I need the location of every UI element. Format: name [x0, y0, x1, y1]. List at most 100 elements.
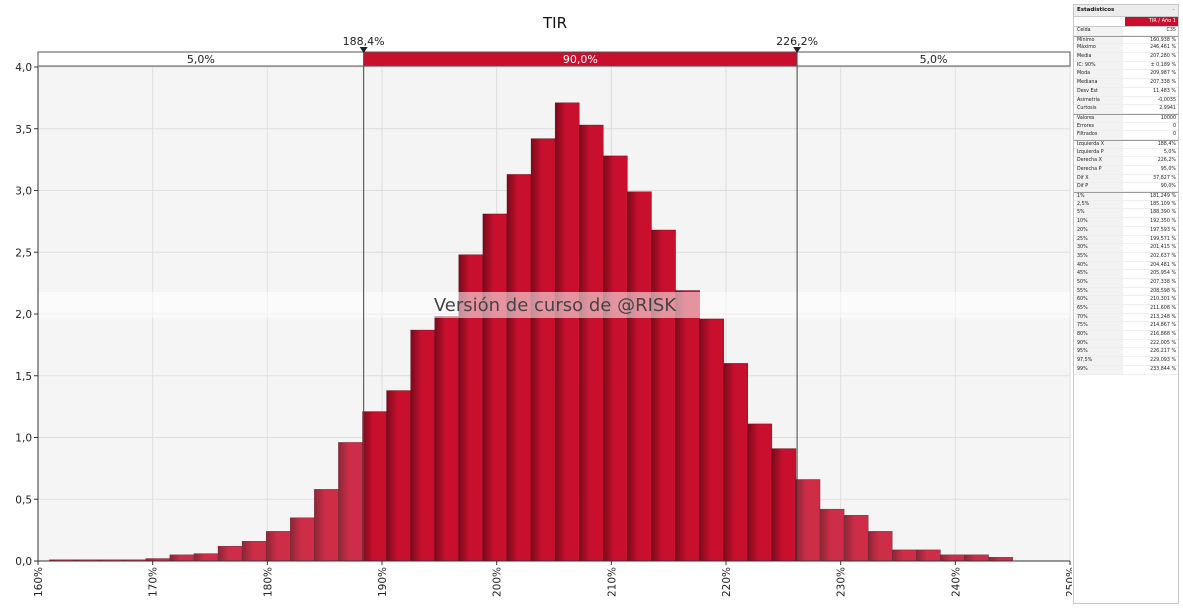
- histogram-bar: [386, 390, 411, 562]
- statistics-row-label: Dif X: [1076, 174, 1123, 183]
- y-tick-label: 2,0: [15, 309, 32, 321]
- statistics-row: 10% 192,350 %: [1074, 218, 1178, 227]
- statistics-row-label: 40%: [1076, 261, 1123, 270]
- statistics-row-label: Izquierda X: [1076, 140, 1123, 148]
- histogram-bar: [603, 155, 628, 562]
- statistics-panel[interactable]: Estadísticos – TIR / Año 1 Celda C35 Mínim…: [1073, 4, 1179, 604]
- histogram-bar: [314, 489, 339, 562]
- statistics-row-value: 229,093 %: [1150, 358, 1176, 364]
- x-tick-label: 250%: [1065, 567, 1072, 597]
- right-delimiter-value: 226,2%: [776, 35, 818, 48]
- statistics-column-label[interactable]: TIR / Año 1: [1125, 17, 1178, 26]
- statistics-row: 80% 216,868 %: [1074, 331, 1178, 340]
- histogram-bar: [819, 508, 845, 562]
- statistics-row-label: Celda: [1076, 27, 1123, 35]
- statistics-row-label: Mediana: [1076, 79, 1123, 87]
- statistics-row: 99% 233,844 %: [1074, 365, 1178, 375]
- statistics-row: Dif P 90,0%: [1074, 183, 1178, 193]
- statistics-row-value: 216,868 %: [1150, 332, 1176, 338]
- statistics-row-value: 214,867 %: [1150, 323, 1176, 329]
- statistics-row-label: Mínimo: [1076, 36, 1123, 44]
- histogram-bar: [530, 138, 556, 562]
- statistics-row: 35% 202,637 %: [1074, 252, 1178, 262]
- statistics-row-label: 45%: [1076, 270, 1123, 278]
- statistics-row-label: 60%: [1076, 296, 1123, 304]
- statistics-row: 97,5% 229,093 %: [1074, 357, 1178, 366]
- statistics-row: 25% 199,571 %: [1074, 235, 1178, 245]
- statistics-row-value: 202,637 %: [1150, 253, 1176, 259]
- statistics-row-label: 35%: [1076, 252, 1123, 261]
- statistics-row-value: 201,415 %: [1150, 245, 1176, 251]
- statistics-row-label: 97,5%: [1076, 357, 1123, 365]
- statistics-row-label: Media: [1076, 53, 1123, 61]
- histogram-bar: [867, 531, 893, 562]
- x-tick-label: 240%: [950, 567, 962, 597]
- statistics-row: Celda C35: [1074, 27, 1178, 36]
- statistics-row-value: 185,109 %: [1150, 201, 1176, 207]
- statistics-row-value: 205,954 %: [1150, 271, 1176, 277]
- statistics-row-value: C35: [1166, 28, 1176, 33]
- statistics-column-header[interactable]: TIR / Año 1: [1074, 17, 1178, 27]
- y-tick-label: 4,0: [15, 62, 32, 74]
- histogram-bar: [290, 517, 315, 562]
- histogram-bar: [482, 213, 508, 562]
- minimize-icon[interactable]: –: [1172, 7, 1175, 13]
- statistics-row-label: 5%: [1076, 209, 1123, 218]
- statistics-row-value: 207,338 %: [1150, 279, 1176, 285]
- statistics-row-value: 181,249 %: [1150, 194, 1176, 200]
- y-tick-label: 0,0: [15, 556, 32, 568]
- statistics-row-value: 246,461 %: [1150, 45, 1176, 51]
- statistics-row-label: Asimetría: [1076, 96, 1123, 105]
- statistics-row: Derecha X 226,2%: [1074, 157, 1178, 166]
- statistics-row-value: 10000: [1160, 115, 1176, 121]
- statistics-row-label: Moda: [1076, 70, 1123, 79]
- statistics-row-value: 222,005 %: [1150, 340, 1176, 346]
- statistics-row: Valores 10000: [1074, 113, 1178, 123]
- statistics-row-value: 210,301 %: [1150, 297, 1176, 303]
- x-tick-label: 190%: [377, 567, 389, 597]
- statistics-row: Errores 0: [1074, 122, 1178, 132]
- statistics-row-label: 70%: [1076, 313, 1123, 322]
- statistics-row-value: ± 0,189 %: [1150, 62, 1176, 68]
- statistics-row-label: 80%: [1076, 331, 1123, 339]
- statistics-row-value: 199,571 %: [1150, 236, 1176, 242]
- histogram-bar: [771, 448, 797, 562]
- x-tick-label: 210%: [606, 567, 618, 597]
- statistics-row-value: 5,0%: [1163, 149, 1176, 155]
- statistics-row: 95% 226,217 %: [1074, 348, 1178, 358]
- statistics-header: Estadísticos –: [1074, 5, 1178, 17]
- x-tick-label: 180%: [262, 567, 274, 597]
- x-tick-label: 230%: [836, 567, 848, 597]
- x-tick-label: 200%: [492, 567, 504, 597]
- y-tick-label: 3,5: [15, 124, 32, 136]
- histogram-bar: [795, 479, 821, 562]
- statistics-row-label: 65%: [1076, 305, 1123, 313]
- histogram-bar: [723, 363, 748, 562]
- statistics-row-value: 197,593 %: [1150, 227, 1176, 233]
- x-tick-label: 220%: [721, 567, 733, 597]
- statistics-row: Máximo 246,461 %: [1074, 44, 1178, 54]
- histogram-bar: [675, 290, 700, 562]
- statistics-row: Media 207,280 %: [1074, 53, 1178, 62]
- statistics-row-label: 10%: [1076, 218, 1123, 226]
- statistics-row: IC: 90% ± 0,189 %: [1074, 61, 1178, 71]
- statistics-row: 5% 188,390 %: [1074, 209, 1178, 219]
- statistics-row-label: Dif P: [1076, 183, 1123, 192]
- statistics-row: 1% 181,249 %: [1074, 192, 1178, 201]
- histogram-bar: [747, 423, 773, 562]
- statistics-row-label: Errores: [1076, 122, 1123, 131]
- statistics-row-label: Filtrados: [1076, 131, 1123, 139]
- statistics-row: 65% 211,608 %: [1074, 305, 1178, 314]
- statistics-row: 90% 222,005 %: [1074, 339, 1178, 349]
- right-pct-label: 5,0%: [920, 53, 948, 66]
- statistics-row-value: 188,4%: [1157, 141, 1176, 147]
- statistics-row: Asimetría -0,0035: [1074, 96, 1178, 106]
- statistics-row-value: 160,938 %: [1150, 37, 1176, 43]
- statistics-row: Izquierda P 5,0%: [1074, 148, 1178, 158]
- statistics-row-label: Curtosis: [1076, 105, 1123, 113]
- statistics-row: Curtosis 2,9941: [1074, 105, 1178, 114]
- statistics-row-value: 226,217 %: [1150, 349, 1176, 355]
- statistics-row: Derecha P 95,0%: [1074, 166, 1178, 175]
- histogram-bar: [579, 124, 604, 562]
- histogram-bar: [265, 531, 291, 562]
